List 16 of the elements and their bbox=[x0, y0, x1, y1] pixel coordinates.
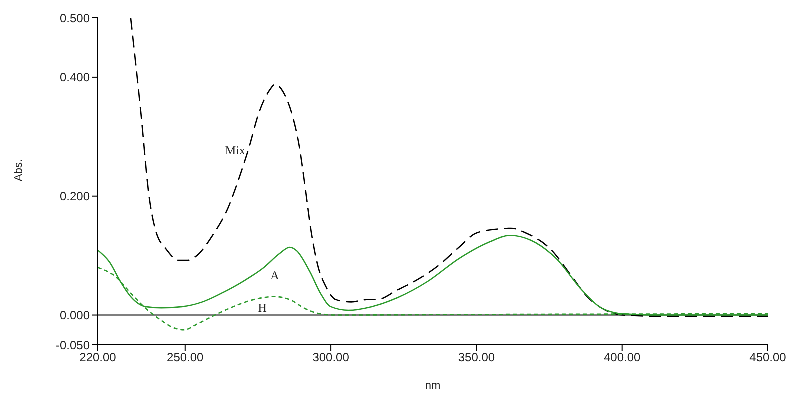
y-tick-label: -0.050 bbox=[56, 338, 90, 352]
x-tick-label: 400.00 bbox=[604, 350, 642, 365]
y-tick-label: 0.000 bbox=[60, 308, 90, 323]
y-tick-label: 0.400 bbox=[60, 70, 90, 85]
y-tick-label: 0.500 bbox=[60, 11, 90, 26]
series-label: A bbox=[270, 268, 280, 282]
y-axis-title: Abs. bbox=[12, 159, 25, 182]
x-tick-label: 300.00 bbox=[312, 350, 350, 365]
x-tick-label: 220.00 bbox=[80, 350, 117, 365]
x-tick-label: 350.00 bbox=[458, 350, 496, 365]
series-label: Mix bbox=[225, 144, 246, 158]
x-axis-title: nm bbox=[425, 380, 441, 392]
y-tick-label: 0.200 bbox=[60, 190, 90, 204]
x-tick-label: 450.00 bbox=[750, 350, 787, 365]
series-label: H bbox=[258, 300, 268, 315]
x-tick-label: 250.00 bbox=[167, 350, 204, 365]
